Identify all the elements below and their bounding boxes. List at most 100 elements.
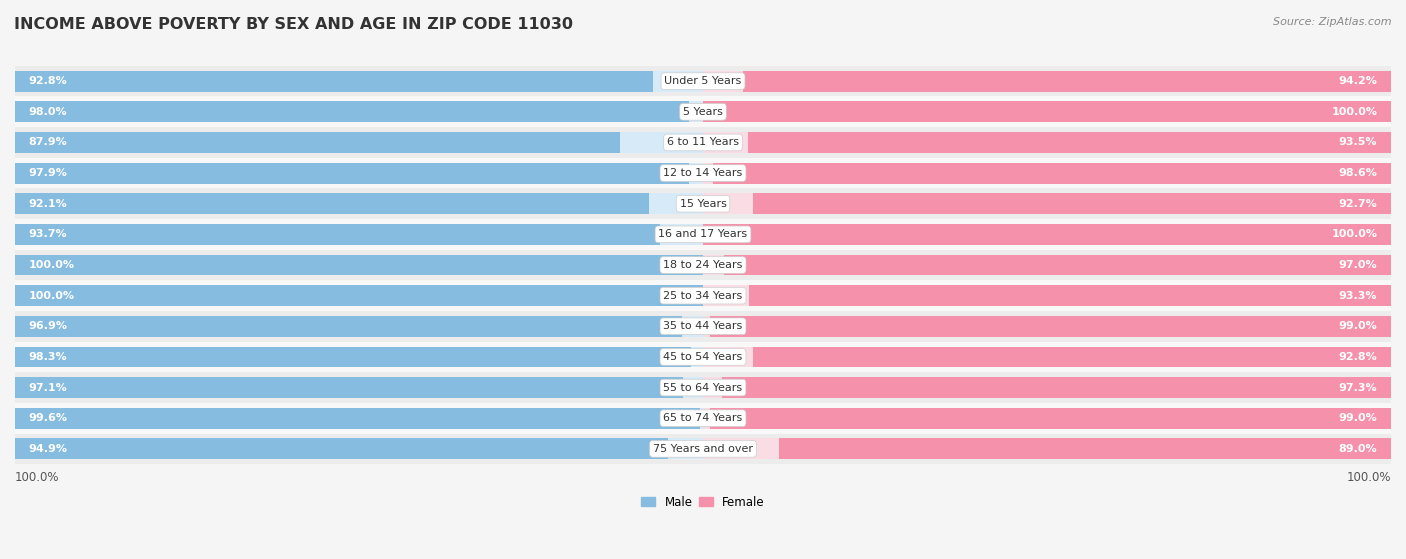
Bar — [15, 101, 689, 122]
Bar — [15, 316, 703, 337]
Bar — [15, 403, 1391, 434]
Text: 98.0%: 98.0% — [28, 107, 67, 117]
Bar — [15, 438, 668, 459]
Text: 65 to 74 Years: 65 to 74 Years — [664, 413, 742, 423]
Bar — [742, 71, 1391, 92]
Bar — [703, 163, 1391, 183]
Bar — [754, 193, 1391, 214]
Text: 93.5%: 93.5% — [1339, 138, 1378, 148]
Text: 89.0%: 89.0% — [1339, 444, 1378, 454]
Bar — [15, 219, 1391, 250]
Bar — [703, 377, 1391, 398]
Bar — [15, 163, 703, 183]
Bar — [703, 71, 1391, 92]
Bar — [15, 101, 703, 122]
Text: 5 Years: 5 Years — [683, 107, 723, 117]
Bar — [15, 250, 1391, 280]
Text: Source: ZipAtlas.com: Source: ZipAtlas.com — [1274, 17, 1392, 27]
Text: INCOME ABOVE POVERTY BY SEX AND AGE IN ZIP CODE 11030: INCOME ABOVE POVERTY BY SEX AND AGE IN Z… — [14, 17, 574, 32]
Text: 75 Years and over: 75 Years and over — [652, 444, 754, 454]
Text: Under 5 Years: Under 5 Years — [665, 76, 741, 86]
Text: 97.0%: 97.0% — [1339, 260, 1378, 270]
Text: 93.3%: 93.3% — [1339, 291, 1378, 301]
Bar — [15, 434, 1391, 464]
Bar — [703, 193, 1391, 214]
Legend: Male, Female: Male, Female — [637, 491, 769, 514]
Bar — [15, 254, 703, 276]
Text: 98.3%: 98.3% — [28, 352, 67, 362]
Text: 100.0%: 100.0% — [1331, 107, 1378, 117]
Bar — [15, 438, 703, 459]
Text: 92.8%: 92.8% — [1339, 352, 1378, 362]
Text: 99.0%: 99.0% — [1339, 321, 1378, 331]
Text: 45 to 54 Years: 45 to 54 Years — [664, 352, 742, 362]
Text: 18 to 24 Years: 18 to 24 Years — [664, 260, 742, 270]
Bar — [703, 224, 1391, 245]
Bar — [15, 347, 703, 367]
Bar — [710, 316, 1391, 337]
Text: 100.0%: 100.0% — [1347, 471, 1391, 484]
Bar — [15, 97, 1391, 127]
Bar — [15, 408, 700, 429]
Bar — [15, 193, 648, 214]
Bar — [15, 285, 703, 306]
Text: 87.9%: 87.9% — [28, 138, 67, 148]
Text: 93.7%: 93.7% — [28, 229, 67, 239]
Text: 92.7%: 92.7% — [1339, 199, 1378, 209]
Text: 99.6%: 99.6% — [28, 413, 67, 423]
Bar — [15, 372, 1391, 403]
Bar — [15, 66, 1391, 97]
Text: 25 to 34 Years: 25 to 34 Years — [664, 291, 742, 301]
Bar — [15, 127, 1391, 158]
Text: 97.9%: 97.9% — [28, 168, 67, 178]
Bar — [713, 163, 1391, 183]
Text: 92.8%: 92.8% — [28, 76, 67, 86]
Text: 100.0%: 100.0% — [28, 291, 75, 301]
Bar — [15, 347, 692, 367]
Bar — [15, 377, 703, 398]
Bar — [703, 347, 1391, 367]
Text: 99.0%: 99.0% — [1339, 413, 1378, 423]
Bar — [724, 254, 1391, 276]
Bar — [15, 71, 703, 92]
Bar — [15, 342, 1391, 372]
Text: 6 to 11 Years: 6 to 11 Years — [666, 138, 740, 148]
Text: 92.1%: 92.1% — [28, 199, 67, 209]
Bar — [721, 377, 1391, 398]
Bar — [710, 408, 1391, 429]
Bar — [748, 132, 1391, 153]
Text: 15 Years: 15 Years — [679, 199, 727, 209]
Bar — [15, 377, 683, 398]
Bar — [15, 132, 703, 153]
Bar — [15, 316, 682, 337]
Bar — [703, 132, 1391, 153]
Bar — [15, 132, 620, 153]
Bar — [15, 158, 1391, 188]
Bar — [15, 311, 1391, 342]
Bar — [15, 188, 1391, 219]
Bar — [703, 224, 1391, 245]
Bar — [752, 347, 1391, 367]
Bar — [15, 285, 703, 306]
Bar — [15, 224, 703, 245]
Bar — [703, 316, 1391, 337]
Bar — [15, 193, 703, 214]
Bar — [703, 254, 1391, 276]
Text: 100.0%: 100.0% — [1331, 229, 1378, 239]
Bar — [15, 71, 654, 92]
Bar — [703, 408, 1391, 429]
Text: 98.6%: 98.6% — [1339, 168, 1378, 178]
Text: 35 to 44 Years: 35 to 44 Years — [664, 321, 742, 331]
Bar — [15, 254, 703, 276]
Bar — [703, 438, 1391, 459]
Text: 16 and 17 Years: 16 and 17 Years — [658, 229, 748, 239]
Text: 97.3%: 97.3% — [1339, 382, 1378, 392]
Text: 12 to 14 Years: 12 to 14 Years — [664, 168, 742, 178]
Bar — [703, 101, 1391, 122]
Bar — [703, 285, 1391, 306]
Text: 96.9%: 96.9% — [28, 321, 67, 331]
Text: 100.0%: 100.0% — [28, 260, 75, 270]
Text: 55 to 64 Years: 55 to 64 Years — [664, 382, 742, 392]
Text: 100.0%: 100.0% — [15, 471, 59, 484]
Bar — [15, 408, 703, 429]
